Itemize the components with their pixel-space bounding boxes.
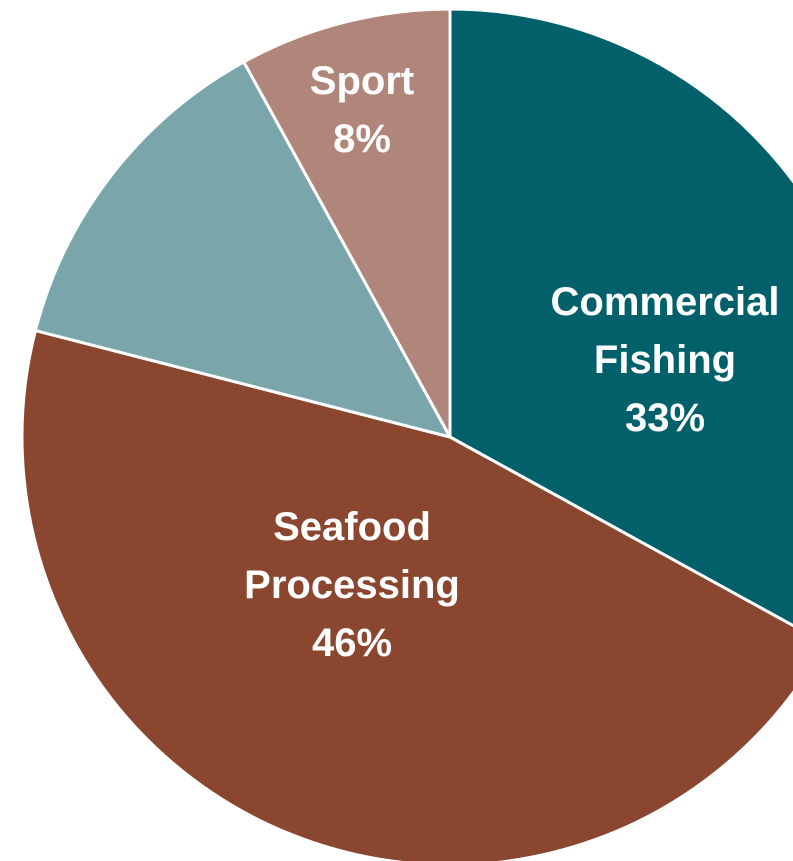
pie-slice <box>448 7 793 628</box>
pie-slice <box>33 59 453 440</box>
value-label: 8% <box>333 117 391 161</box>
category-label: Commercial Fishing <box>550 280 780 382</box>
pie-slice <box>20 328 793 861</box>
slice-label: Sport 8% <box>262 52 462 168</box>
pie-slice <box>241 7 452 438</box>
category-label: Sport <box>309 59 415 103</box>
value-label: 46% <box>311 621 393 665</box>
slice-label: Commercial Fishing 33% <box>540 273 790 447</box>
slice-label: Seafood Processing 46% <box>192 498 512 672</box>
category-label: Seafood Processing <box>244 505 460 607</box>
value-label: 33% <box>624 396 706 440</box>
